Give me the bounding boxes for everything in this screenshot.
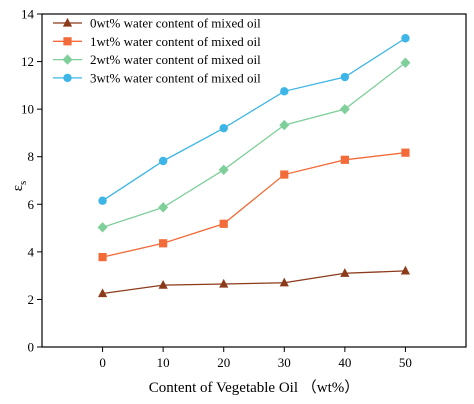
y-tick-label: 4 <box>28 244 35 259</box>
legend-marker <box>63 73 72 83</box>
data-point <box>340 72 350 82</box>
legend-item-2: 2wt% water content of mixed oil <box>53 52 261 67</box>
series-layer <box>97 34 411 298</box>
data-point <box>340 155 349 164</box>
y-tick-label: 2 <box>28 292 35 307</box>
x-tick-label: 50 <box>399 355 412 370</box>
y-tick-label: 12 <box>21 54 34 69</box>
data-point <box>279 277 289 287</box>
x-tick-label: 0 <box>99 355 106 370</box>
legend-item-0: 0wt% water content of mixed oil <box>53 16 261 31</box>
series-line <box>102 152 406 258</box>
data-point <box>339 103 350 115</box>
legend-label: 3wt% water content of mixed oil <box>90 70 261 85</box>
legend-label: 0wt% water content of mixed oil <box>90 16 261 31</box>
data-point <box>159 239 168 248</box>
data-point <box>219 219 228 228</box>
data-point <box>219 278 229 288</box>
data-point <box>97 288 108 298</box>
data-point <box>400 57 411 68</box>
plot-frame <box>41 13 467 348</box>
data-point <box>158 280 168 289</box>
data-point <box>279 119 290 131</box>
y-axis-symbol: ε <box>10 185 26 191</box>
data-point <box>158 202 169 213</box>
data-point <box>98 252 107 262</box>
series-2 <box>97 57 411 233</box>
data-point <box>219 123 228 133</box>
legend-label: 1wt% water content of mixed oil <box>90 34 261 49</box>
series-line <box>102 62 406 228</box>
axes: 0 10 20 30 40 50 0 2 4 6 8 10 12 14 <box>21 7 467 370</box>
y-tick-label: 14 <box>21 7 35 22</box>
series-3 <box>98 34 410 205</box>
data-point <box>280 87 289 96</box>
data-point <box>400 265 411 275</box>
x-tick-label: 10 <box>157 355 170 370</box>
y-axis-title: εs <box>10 181 29 192</box>
data-point <box>158 156 168 166</box>
legend: 0wt% water content of mixed oil 1wt% wate… <box>53 16 261 85</box>
series-1 <box>98 148 410 262</box>
y-tick-label: 10 <box>21 102 34 117</box>
series-0 <box>97 265 411 298</box>
x-tick-label: 30 <box>278 355 291 370</box>
x-tick-label: 40 <box>338 355 351 370</box>
x-axis-title: Content of Vegetable Oil （wt%） <box>149 379 360 396</box>
data-point <box>280 170 289 179</box>
legend-marker <box>63 37 72 46</box>
legend-marker <box>62 17 73 27</box>
y-axis-subscript: s <box>17 181 29 185</box>
data-point <box>401 148 410 157</box>
data-point <box>97 222 108 233</box>
legend-item-1: 1wt% water content of mixed oil <box>53 34 261 49</box>
y-tick-label: 6 <box>28 197 35 212</box>
data-point <box>340 268 350 277</box>
legend-marker <box>62 54 73 65</box>
legend-item-3: 3wt% water content of mixed oil <box>53 70 261 85</box>
legend-label: 2wt% water content of mixed oil <box>90 52 261 67</box>
data-point <box>98 196 107 205</box>
data-point <box>401 34 410 43</box>
series-line <box>102 270 406 295</box>
y-tick-label: 0 <box>28 340 35 355</box>
series-line <box>102 37 406 202</box>
x-tick-label: 20 <box>217 355 230 370</box>
data-point <box>218 164 229 175</box>
y-tick-label: 8 <box>28 149 35 164</box>
